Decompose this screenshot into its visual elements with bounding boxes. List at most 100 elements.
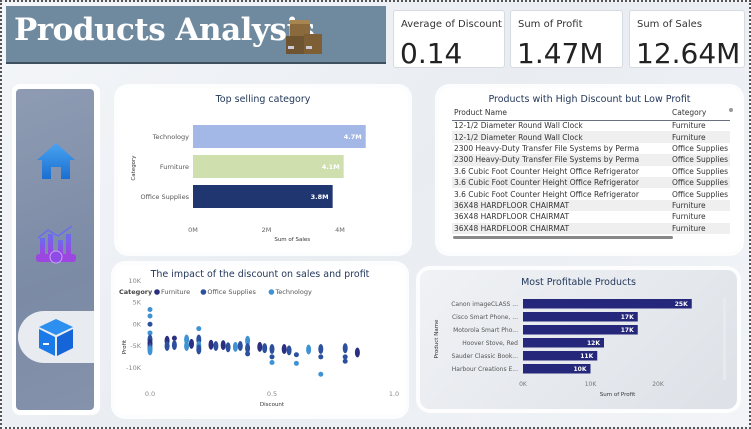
table-row[interactable]: 36X48 HARDFLOOR CHAIRMAT Furniture [452,199,730,212]
product-label: Sauder Classic Book... [452,353,519,360]
nav-home-button[interactable] [18,135,94,187]
category-label: Technology [152,133,190,141]
legend-item: Furniture [161,288,190,296]
scatter-point [208,339,214,350]
table-row[interactable]: 3.6 Cubic Foot Counter Height Office Ref… [452,176,730,189]
profit-bar [523,312,638,322]
column-header-category[interactable]: Category [670,106,730,121]
cell-category: Office Supplies [672,166,729,176]
table-row[interactable]: 3.6 Cubic Foot Counter Height Office Ref… [452,188,730,199]
scatter-point [342,354,348,360]
scatter-point [318,354,324,360]
stacked-boxes-icon [286,20,322,54]
table-title: Products with High Discount but Low Prof… [488,94,691,105]
table-row[interactable]: 2300 Heavy-Duty Transfer File Systems by… [452,143,730,154]
data-label: 12K [587,340,600,347]
scatter-point [196,344,202,355]
scatter-point [171,335,177,341]
cell-product-name: 3.6 Cubic Foot Counter Height Office Ref… [454,166,639,176]
scatter-point [147,321,153,327]
cell-category: Furniture [670,131,730,143]
data-label: 17K [621,314,634,321]
cell-product-name: 36X48 HARDFLOOR CHAIRMAT [454,212,570,222]
kpi-label: Average of Discount [401,19,502,30]
scatter-point [147,313,153,319]
sales-chart-icon [36,225,76,264]
scatter-point [269,354,275,360]
home-icon [37,143,75,179]
table-row[interactable]: 3.6 Cubic Foot Counter Height Office Ref… [452,166,730,177]
table-row[interactable]: 12-1/2 Diameter Round Wall Clock Furnitur… [452,120,730,131]
kpi-value: 12.64M [636,37,741,70]
cell-product-name: 3.6 Cubic Foot Counter Height Office Ref… [452,176,670,189]
scatter-point [147,345,153,356]
table-row[interactable]: 36X48 HARDFLOOR CHAIRMAT Furniture [452,211,730,222]
x-tick-label: 1.0 [389,390,399,398]
chart-title: Top selling category [215,94,311,105]
cell-category: Office Supplies [672,143,729,153]
most-profitable-card: Most Profitable Products Canon imageCLAS… [420,270,737,409]
legend-marker [154,289,160,295]
product-label: Motorola Smart Pho... [453,327,518,334]
scatter-point [318,344,324,355]
scatter-point [213,341,219,351]
kpi-value: 0.14 [400,37,463,70]
table-row[interactable]: 2300 Heavy-Duty Transfer File Systems by… [452,154,730,166]
profit-bar [523,351,598,361]
cell-category: Furniture [672,212,706,222]
scatter-point [342,358,348,364]
cell-category: Furniture [670,222,730,234]
scatter-point [262,343,268,354]
chart-title: Most Profitable Products [521,277,636,288]
kpi-label: Sum of Sales [637,19,703,30]
scatter-point [318,371,324,377]
scatter-point [232,341,238,352]
profit-bar [523,364,591,374]
cell-product-name: 36X48 HARDFLOOR CHAIRMAT [452,222,670,234]
product-label: Harbour Creations E... [452,366,518,373]
horizontal-scrollbar[interactable] [453,236,673,239]
nav-products-button[interactable] [18,311,94,363]
x-tick-label: 0M [188,226,198,234]
cell-category: Furniture [672,121,706,131]
scatter-point [293,352,299,358]
table-row[interactable]: 12-1/2 Diameter Round Wall Clock Furnitur… [452,131,730,143]
scatter-point [171,340,177,351]
x-tick-label: 0.5 [267,390,277,398]
bar-technology [193,125,366,148]
scatter-point [354,347,360,358]
header-banner: Products Analysis [6,6,386,64]
scatter-point [281,344,287,355]
product-label: Canon imageCLASS ... [451,301,518,308]
scatter-point [147,306,153,312]
data-label: 25K [675,301,688,308]
scatter-point [196,326,202,332]
table-header-row: Product Name Category [452,106,730,121]
scatter-point [245,343,251,354]
cell-category: Office Supplies [670,154,730,166]
x-tick-label: 4M [335,226,345,234]
top-selling-category-chart: Technology 4.7M Furniture 4.1M Office Suppli… [131,125,366,243]
most-profitable-chart: Canon imageCLASS ... 25K Cisco Smart Phone… [434,298,726,398]
column-header-product-name[interactable]: Product Name [452,106,670,121]
table-row[interactable]: 36X48 HARDFLOOR CHAIRMAT Furniture [452,222,730,234]
scatter-point [184,341,190,351]
y-tick-label: -10K [126,364,142,372]
product-label: Cisco Smart Phone, ... [452,314,518,321]
sidebar-nav [16,89,94,410]
kpi-sum-sales: Sum of Sales 12.64M [629,10,745,70]
cell-product-name: 12-1/2 Diameter Round Wall Clock [454,121,583,131]
kpi-sum-profit: Sum of Profit 1.47M [510,10,623,70]
x-tick-label: 0.0 [145,390,155,398]
scatter-point [342,343,348,354]
kpi-label: Sum of Profit [518,19,583,30]
x-tick-label: 0K [519,381,528,388]
x-axis-title: Sum of Profit [600,392,636,398]
nav-sales-button[interactable] [18,219,94,271]
table-viewport: Product Name Category 12-1/2 Diameter Ro… [452,106,730,239]
data-label: 4.7M [344,133,362,141]
bar-office-supplies [193,185,333,208]
y-tick-label: 10K [128,277,141,285]
vertical-scrollbar[interactable] [729,108,733,112]
